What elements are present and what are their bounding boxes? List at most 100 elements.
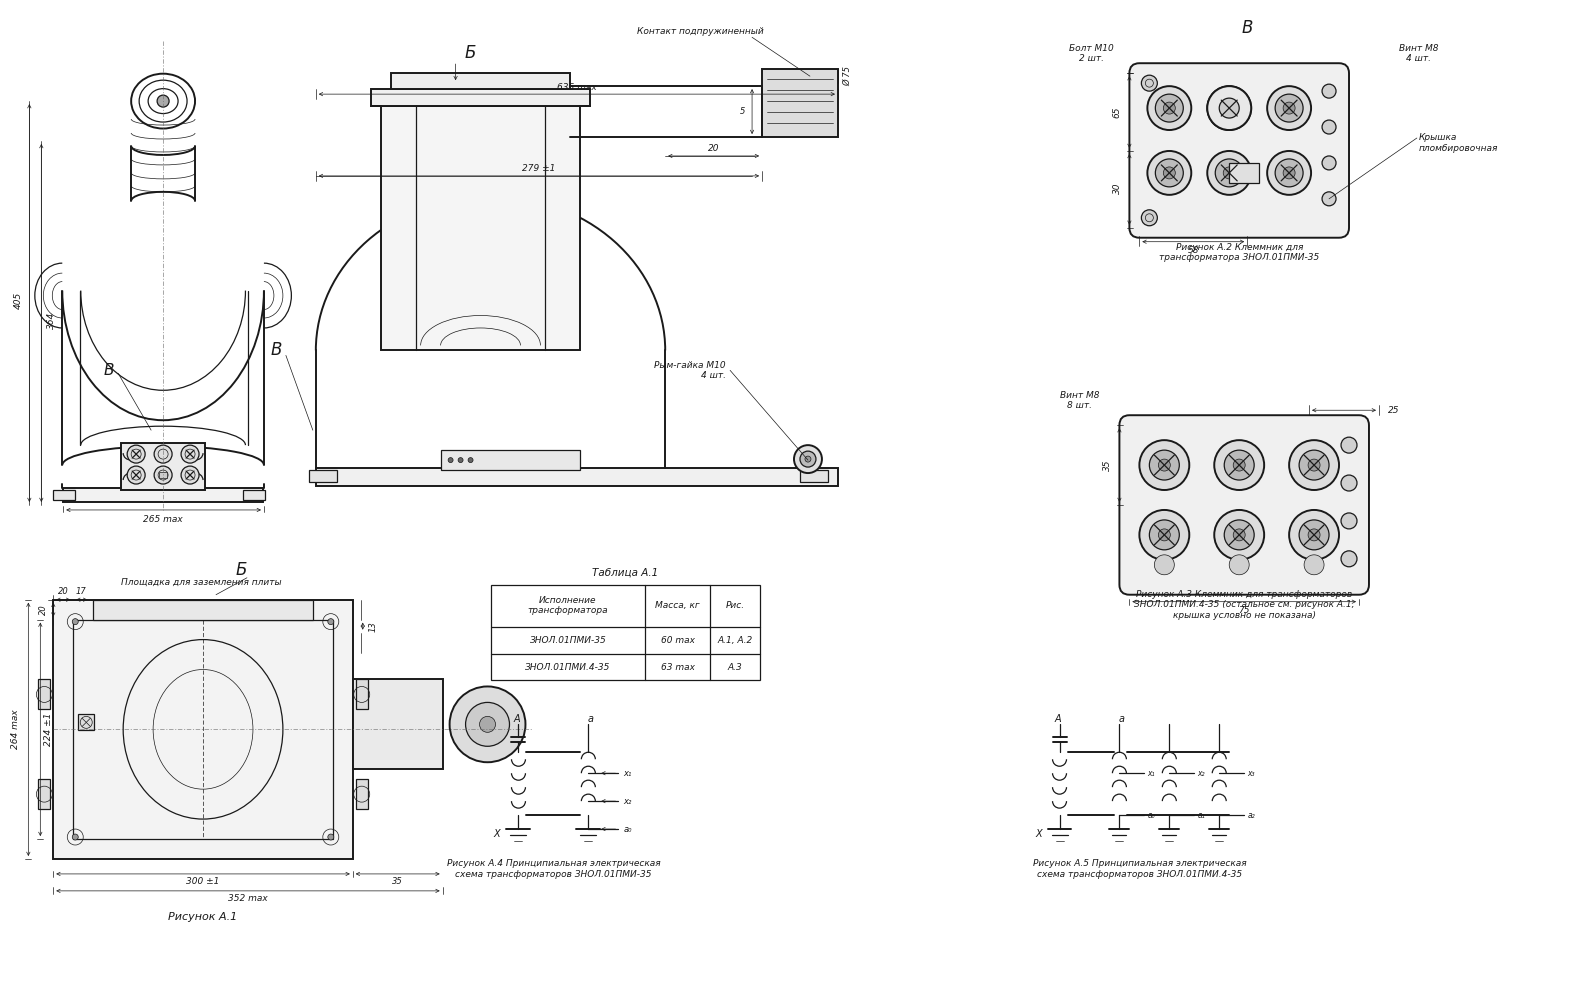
Circle shape xyxy=(1308,528,1321,541)
Text: 35: 35 xyxy=(1103,459,1113,471)
FancyBboxPatch shape xyxy=(1130,63,1349,238)
Bar xyxy=(801,470,827,482)
Text: 352 max: 352 max xyxy=(229,894,268,903)
Bar xyxy=(309,470,337,482)
Bar xyxy=(370,89,591,106)
Text: X: X xyxy=(1035,829,1042,839)
Circle shape xyxy=(80,717,93,729)
Text: 5: 5 xyxy=(739,106,745,115)
Circle shape xyxy=(1207,151,1251,195)
Circle shape xyxy=(1267,86,1311,130)
Circle shape xyxy=(72,834,79,840)
Text: Винт М8
8 шт.: Винт М8 8 шт. xyxy=(1059,390,1098,410)
Circle shape xyxy=(1158,528,1171,541)
Text: 635 max: 635 max xyxy=(558,83,597,92)
Circle shape xyxy=(1207,86,1251,130)
Circle shape xyxy=(72,618,79,624)
Circle shape xyxy=(1322,120,1336,134)
Circle shape xyxy=(459,458,463,462)
Text: x₂: x₂ xyxy=(623,797,632,806)
Circle shape xyxy=(1155,159,1184,187)
Circle shape xyxy=(1299,451,1329,480)
Bar xyxy=(381,106,580,350)
Bar xyxy=(391,73,571,89)
Text: 224 ±1: 224 ±1 xyxy=(44,713,54,746)
Text: А.1, А.2: А.1, А.2 xyxy=(717,636,753,645)
Text: ЗНОЛ.01ПМИ.4-35: ЗНОЛ.01ПМИ.4-35 xyxy=(525,663,610,671)
Text: 279 ±1: 279 ±1 xyxy=(522,165,555,174)
Text: 300 ±1: 300 ±1 xyxy=(186,878,219,886)
Text: a: a xyxy=(588,715,593,725)
Text: Таблица А.1: Таблица А.1 xyxy=(593,568,659,578)
Circle shape xyxy=(1225,451,1254,480)
Bar xyxy=(356,679,367,709)
Circle shape xyxy=(181,466,199,484)
Circle shape xyxy=(1147,151,1191,195)
Circle shape xyxy=(154,445,172,463)
Text: А: А xyxy=(514,715,520,725)
Bar xyxy=(38,779,50,810)
Circle shape xyxy=(1322,192,1336,206)
Circle shape xyxy=(1275,94,1303,122)
Circle shape xyxy=(128,466,145,484)
Text: 13: 13 xyxy=(369,621,377,632)
Text: a₀: a₀ xyxy=(1147,810,1155,819)
Bar xyxy=(63,488,263,502)
Circle shape xyxy=(1163,167,1176,178)
Text: Рисунок А.1: Рисунок А.1 xyxy=(169,912,238,922)
Bar xyxy=(490,585,760,680)
Text: Исполнение
трансформатора: Исполнение трансформатора xyxy=(528,596,608,615)
Circle shape xyxy=(1155,94,1184,122)
Text: x₂: x₂ xyxy=(1198,769,1204,778)
Circle shape xyxy=(154,466,172,484)
Circle shape xyxy=(1289,440,1340,490)
Circle shape xyxy=(1267,151,1311,195)
Text: В: В xyxy=(104,363,115,378)
Circle shape xyxy=(1220,99,1239,118)
Bar xyxy=(315,468,838,486)
Circle shape xyxy=(468,458,473,462)
Circle shape xyxy=(1303,555,1324,575)
Circle shape xyxy=(1149,520,1179,550)
Circle shape xyxy=(1322,156,1336,170)
Circle shape xyxy=(1299,520,1329,550)
Circle shape xyxy=(1232,459,1245,471)
Circle shape xyxy=(328,618,334,624)
Text: x₁: x₁ xyxy=(1147,769,1155,778)
Text: 265 max: 265 max xyxy=(143,516,183,525)
Text: 264 max: 264 max xyxy=(11,710,20,749)
Text: 20: 20 xyxy=(708,145,720,154)
Circle shape xyxy=(1341,437,1357,454)
Circle shape xyxy=(1275,159,1303,187)
Text: Крышка
пломбировочная: Крышка пломбировочная xyxy=(1418,133,1499,153)
Circle shape xyxy=(128,445,145,463)
Circle shape xyxy=(1141,210,1157,226)
Text: В: В xyxy=(269,341,282,360)
Text: Рисунок А.4 Принципиальная электрическая
схема трансформаторов ЗНОЛ.01ПМИ-35: Рисунок А.4 Принципиальная электрическая… xyxy=(446,859,660,879)
Text: Болт М10
2 шт.: Болт М10 2 шт. xyxy=(1069,43,1114,63)
Text: Рым-гайка М10
4 шт.: Рым-гайка М10 4 шт. xyxy=(654,361,727,380)
Text: Винт М8
4 шт.: Винт М8 4 шт. xyxy=(1399,43,1439,63)
Circle shape xyxy=(1215,159,1243,187)
Text: Площадка для заземления плиты: Площадка для заземления плиты xyxy=(121,578,282,588)
Circle shape xyxy=(1215,94,1243,122)
Text: 65: 65 xyxy=(1113,106,1122,117)
Bar xyxy=(72,619,333,839)
Text: a: a xyxy=(1119,715,1124,725)
Text: Ø 75: Ø 75 xyxy=(843,66,853,86)
Bar xyxy=(243,490,265,500)
Text: a₂: a₂ xyxy=(1247,810,1254,819)
Text: Рисунок А.2 Клеммник для
трансформатора ЗНОЛ.01ПМИ-35: Рисунок А.2 Клеммник для трансформатора … xyxy=(1158,243,1319,262)
Text: 20: 20 xyxy=(39,604,47,615)
Circle shape xyxy=(1141,75,1157,91)
Circle shape xyxy=(1214,440,1264,490)
Text: 30: 30 xyxy=(1113,182,1122,193)
Circle shape xyxy=(1154,555,1174,575)
Bar xyxy=(38,679,50,709)
Text: a₀: a₀ xyxy=(623,824,632,833)
Circle shape xyxy=(794,445,823,473)
Circle shape xyxy=(1149,451,1179,480)
Circle shape xyxy=(181,445,199,463)
Circle shape xyxy=(1283,103,1295,114)
Bar xyxy=(1229,163,1259,182)
